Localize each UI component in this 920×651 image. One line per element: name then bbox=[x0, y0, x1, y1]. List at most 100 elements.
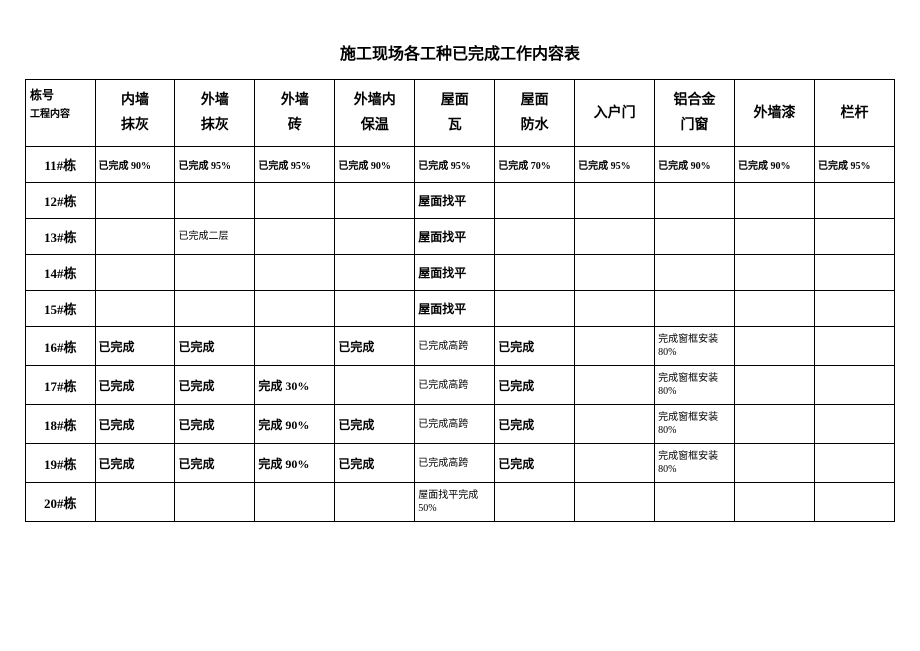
col-header-line2: 砖 bbox=[257, 113, 332, 138]
cell: 已完成 bbox=[175, 444, 255, 483]
cell bbox=[495, 183, 575, 219]
cell bbox=[814, 405, 894, 444]
cell: 完成窗框安装 80% bbox=[655, 444, 735, 483]
col-header-1: 外墙抹灰 bbox=[175, 80, 255, 147]
cell bbox=[95, 219, 175, 255]
row-header: 16#栋 bbox=[26, 327, 96, 366]
cell: 已完成 bbox=[95, 327, 175, 366]
cell: 已完成 bbox=[495, 327, 575, 366]
cell bbox=[175, 483, 255, 522]
cell: 已完成 90% bbox=[655, 147, 735, 183]
cell bbox=[255, 183, 335, 219]
col-header-9: 栏杆 bbox=[814, 80, 894, 147]
row-header: 11#栋 bbox=[26, 147, 96, 183]
cell: 已完成高跨 bbox=[415, 405, 495, 444]
table-row: 11#栋已完成 90%已完成 95%已完成 95%已完成 90%已完成 95%已… bbox=[26, 147, 895, 183]
cell bbox=[655, 219, 735, 255]
cell bbox=[735, 483, 815, 522]
cell bbox=[814, 291, 894, 327]
corner-line2: 工程内容 bbox=[30, 105, 91, 120]
cell bbox=[735, 405, 815, 444]
cell bbox=[495, 255, 575, 291]
cell: 已完成 90% bbox=[95, 147, 175, 183]
cell bbox=[95, 291, 175, 327]
page-title: 施工现场各工种已完成工作内容表 bbox=[25, 40, 895, 64]
cell bbox=[655, 183, 735, 219]
col-header-6: 入户门 bbox=[575, 80, 655, 147]
cell bbox=[255, 255, 335, 291]
col-header-line1: 屋面 bbox=[497, 88, 572, 113]
col-header-line1: 栏杆 bbox=[817, 101, 892, 126]
col-header-5: 屋面防水 bbox=[495, 80, 575, 147]
cell bbox=[814, 483, 894, 522]
table-row: 13#栋已完成二层屋面找平 bbox=[26, 219, 895, 255]
row-header: 19#栋 bbox=[26, 444, 96, 483]
row-header: 18#栋 bbox=[26, 405, 96, 444]
cell: 完成 30% bbox=[255, 366, 335, 405]
row-header: 15#栋 bbox=[26, 291, 96, 327]
cell: 已完成 70% bbox=[495, 147, 575, 183]
cell: 已完成 bbox=[495, 366, 575, 405]
cell bbox=[95, 483, 175, 522]
header-row: 栋号 工程内容 内墙抹灰外墙抹灰外墙砖外墙内保温屋面瓦屋面防水入户门铝合金门窗外… bbox=[26, 80, 895, 147]
cell bbox=[495, 219, 575, 255]
cell: 完成窗框安装 80% bbox=[655, 327, 735, 366]
cell bbox=[575, 255, 655, 291]
col-header-2: 外墙砖 bbox=[255, 80, 335, 147]
cell: 已完成 bbox=[175, 327, 255, 366]
corner-header: 栋号 工程内容 bbox=[26, 80, 96, 147]
cell bbox=[814, 366, 894, 405]
cell: 已完成 bbox=[95, 366, 175, 405]
row-header: 17#栋 bbox=[26, 366, 96, 405]
cell: 已完成 bbox=[95, 444, 175, 483]
cell: 已完成 95% bbox=[575, 147, 655, 183]
cell bbox=[735, 183, 815, 219]
cell: 已完成 bbox=[335, 405, 415, 444]
cell bbox=[575, 483, 655, 522]
row-header: 12#栋 bbox=[26, 183, 96, 219]
cell bbox=[655, 255, 735, 291]
cell: 已完成 bbox=[95, 405, 175, 444]
row-header: 13#栋 bbox=[26, 219, 96, 255]
col-header-line1: 铝合金 bbox=[657, 88, 732, 113]
cell bbox=[575, 219, 655, 255]
col-header-0: 内墙抹灰 bbox=[95, 80, 175, 147]
table-row: 15#栋屋面找平 bbox=[26, 291, 895, 327]
cell: 完成 90% bbox=[255, 405, 335, 444]
cell: 已完成 95% bbox=[255, 147, 335, 183]
cell: 屋面找平完成 50% bbox=[415, 483, 495, 522]
cell bbox=[575, 444, 655, 483]
cell bbox=[575, 327, 655, 366]
table-row: 19#栋已完成已完成完成 90%已完成已完成高跨已完成完成窗框安装 80% bbox=[26, 444, 895, 483]
col-header-line2: 保温 bbox=[337, 113, 412, 138]
cell bbox=[655, 291, 735, 327]
cell bbox=[175, 255, 255, 291]
cell bbox=[95, 255, 175, 291]
cell bbox=[575, 405, 655, 444]
cell: 已完成 95% bbox=[415, 147, 495, 183]
cell bbox=[335, 483, 415, 522]
cell bbox=[814, 444, 894, 483]
cell bbox=[735, 291, 815, 327]
cell bbox=[495, 291, 575, 327]
cell: 已完成高跨 bbox=[415, 327, 495, 366]
cell: 屋面找平 bbox=[415, 183, 495, 219]
cell bbox=[814, 219, 894, 255]
cell: 屋面找平 bbox=[415, 255, 495, 291]
table-row: 20#栋屋面找平完成 50% bbox=[26, 483, 895, 522]
cell: 完成窗框安装 80% bbox=[655, 405, 735, 444]
col-header-line2: 瓦 bbox=[417, 113, 492, 138]
cell: 已完成高跨 bbox=[415, 366, 495, 405]
col-header-line1: 外墙 bbox=[177, 88, 252, 113]
cell bbox=[255, 291, 335, 327]
col-header-8: 外墙漆 bbox=[735, 80, 815, 147]
cell: 已完成 bbox=[175, 405, 255, 444]
cell: 已完成高跨 bbox=[415, 444, 495, 483]
cell bbox=[575, 183, 655, 219]
cell: 已完成 bbox=[335, 444, 415, 483]
table-body: 11#栋已完成 90%已完成 95%已完成 95%已完成 90%已完成 95%已… bbox=[26, 147, 895, 522]
cell bbox=[575, 291, 655, 327]
cell: 已完成 bbox=[495, 444, 575, 483]
cell bbox=[335, 366, 415, 405]
cell bbox=[255, 219, 335, 255]
